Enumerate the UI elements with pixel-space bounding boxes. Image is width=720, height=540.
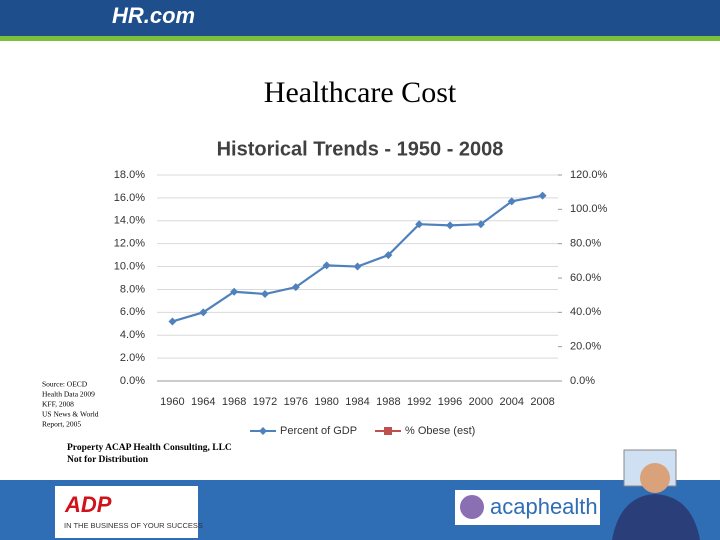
data-point — [353, 262, 362, 271]
x-tick-label: 2004 — [499, 396, 523, 408]
slide-title: Healthcare Cost — [264, 76, 457, 109]
legend-label: Percent of GDP — [280, 425, 357, 437]
x-tick-label: 1976 — [284, 396, 308, 408]
data-point — [260, 290, 269, 299]
right-logo: acaphealth — [490, 494, 598, 519]
y-tick-label: 0.0% — [120, 375, 145, 387]
x-tick-label: 1980 — [314, 396, 338, 408]
x-tick-label: 2008 — [530, 396, 554, 408]
data-point — [199, 308, 208, 317]
x-tick-label: 1960 — [160, 396, 184, 408]
data-point — [446, 221, 455, 230]
y-tick-label: 18.0% — [114, 169, 145, 181]
source-line: Source: OECD — [42, 380, 88, 389]
header-logo: HR.com — [112, 3, 195, 28]
y-tick-label: 16.0% — [114, 192, 145, 204]
notice: Property ACAP Health Consulting, LLC Not … — [67, 443, 232, 465]
y-tick-label: 8.0% — [120, 283, 145, 295]
data-point — [415, 220, 424, 229]
left-logo: ADP — [64, 492, 112, 517]
header-stripe — [0, 36, 720, 41]
y-tick-label: 6.0% — [120, 306, 145, 318]
data-point — [384, 251, 393, 260]
y-tick-label: 4.0% — [120, 329, 145, 341]
data-point — [538, 191, 547, 200]
right-logo-icon — [460, 495, 484, 519]
x-tick-label: 1984 — [345, 396, 369, 408]
y-tick-label: 10.0% — [114, 260, 145, 272]
x-tick-label: 1972 — [253, 396, 277, 408]
left-tagline: IN THE BUSINESS OF YOUR SUCCESS — [64, 521, 203, 530]
data-point — [291, 283, 300, 292]
legend-label: % Obese (est) — [405, 425, 475, 437]
y2-tick-label: 100.0% — [570, 203, 608, 215]
data-point — [322, 261, 331, 270]
legend-marker — [384, 427, 392, 435]
y-tick-label: 2.0% — [120, 352, 145, 364]
person-head — [640, 463, 670, 493]
y2-tick-label: 20.0% — [570, 341, 601, 353]
x-tick-label: 1968 — [222, 396, 246, 408]
data-point — [507, 197, 516, 206]
data-point — [168, 317, 177, 326]
x-tick-label: 1964 — [191, 396, 215, 408]
y2-tick-label: 80.0% — [570, 238, 601, 250]
y2-tick-label: 60.0% — [570, 272, 601, 284]
y2-tick-label: 40.0% — [570, 306, 601, 318]
y-tick-label: 14.0% — [114, 215, 145, 227]
x-tick-label: 2000 — [469, 396, 493, 408]
left-logo-box — [55, 486, 198, 538]
source-line: Report, 2005 — [42, 420, 81, 429]
y-tick-label: 12.0% — [114, 238, 145, 250]
data-point — [230, 287, 239, 296]
notice-line: Not for Distribution — [67, 455, 149, 465]
source-line: US News & World — [42, 410, 99, 419]
source-line: KFF, 2008 — [42, 400, 74, 409]
series-line — [172, 194, 543, 323]
x-tick-label: 1992 — [407, 396, 431, 408]
legend-marker — [259, 427, 267, 435]
source-line: Health Data 2009 — [42, 390, 95, 399]
notice-line: Property ACAP Health Consulting, LLC — [67, 443, 232, 453]
x-tick-label: 1996 — [438, 396, 462, 408]
header-band — [0, 0, 720, 36]
data-point — [476, 220, 485, 229]
person-body — [612, 494, 700, 540]
x-tick-label: 1988 — [376, 396, 400, 408]
y2-tick-label: 120.0% — [570, 169, 608, 181]
y2-tick-label: 0.0% — [570, 375, 595, 387]
chart-title: Historical Trends - 1950 - 2008 — [217, 138, 504, 160]
